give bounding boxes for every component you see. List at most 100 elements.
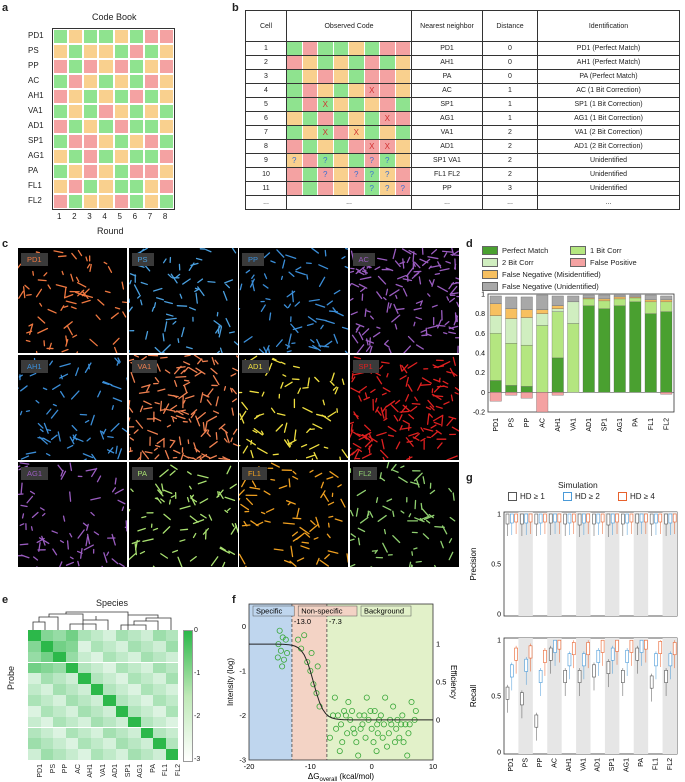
box <box>586 513 590 523</box>
heatmap-cell <box>103 749 116 760</box>
cell-mark <box>390 314 400 323</box>
cell-mark <box>394 260 401 268</box>
legend-item: 1 Bit Corr <box>570 246 622 255</box>
cell-mark <box>142 400 152 406</box>
codebook-cell <box>83 29 99 44</box>
box <box>534 714 539 728</box>
heatmap-cell <box>53 738 66 750</box>
cell-mark <box>275 423 284 432</box>
cell-mark <box>195 257 202 261</box>
heatmap-cell <box>65 716 78 728</box>
box <box>635 647 640 661</box>
heatmap-cell <box>40 684 53 695</box>
cell-dist: 2 <box>482 153 538 168</box>
round-label: 2 <box>72 212 77 221</box>
panel-label-b: b <box>232 2 239 14</box>
cell-mark <box>364 440 372 448</box>
cell-mark <box>328 515 334 518</box>
cell-mark <box>83 458 87 460</box>
cell-mark <box>448 285 457 296</box>
cell-mark <box>438 361 450 368</box>
heatmap-cell <box>153 727 166 739</box>
cell-mark <box>453 392 459 395</box>
cell-id: Unidentified <box>537 153 680 168</box>
cell-mark <box>293 365 300 369</box>
heatmap-cell <box>165 705 178 717</box>
codebook-cell <box>143 134 159 149</box>
cell-mark <box>43 272 48 277</box>
cell-mark <box>282 374 287 377</box>
cell-mark <box>415 479 420 488</box>
heatmap-cell <box>65 705 78 717</box>
cell-mark <box>379 449 388 459</box>
cell-mark <box>156 489 164 497</box>
cell-mark <box>192 442 197 453</box>
cell-mark <box>349 509 354 517</box>
codebook-cell <box>53 134 69 149</box>
cell-mark <box>215 396 219 407</box>
cell-mark <box>440 415 443 427</box>
code-bit <box>287 112 303 125</box>
cell-mark <box>59 540 65 544</box>
cell-mark <box>81 299 91 304</box>
codebook-cell <box>128 74 144 89</box>
cell-mark <box>218 423 225 430</box>
heatmap-cell <box>115 684 128 695</box>
cell-mark <box>250 449 254 459</box>
cell-mark <box>159 356 168 359</box>
heatmap-cell <box>140 695 153 706</box>
bar-segment <box>582 298 595 306</box>
cell-nn: AD1 <box>411 139 483 154</box>
codebook-row-label: VA1 <box>28 106 43 115</box>
cell-mark <box>306 323 314 327</box>
scatter-point <box>276 627 283 634</box>
cell-mark <box>190 411 195 419</box>
box <box>621 513 625 525</box>
cell-mark <box>35 251 41 254</box>
cell-mark <box>313 537 319 540</box>
panel-label-d: d <box>466 238 473 250</box>
box <box>543 513 547 523</box>
cell-mark <box>454 277 459 280</box>
cell-mark <box>139 405 143 413</box>
cell-mark <box>71 424 78 432</box>
box <box>621 670 625 683</box>
cell-mark <box>75 276 80 283</box>
bar-segment <box>660 295 673 301</box>
codebook-cell <box>128 29 144 44</box>
cell-mark <box>448 297 455 303</box>
cell-mark <box>318 276 326 287</box>
codebook-cell <box>53 119 69 134</box>
cell-mark <box>356 489 366 497</box>
codebook-cell <box>113 194 129 209</box>
table-row: 1 PD1 0 PD1 (Perfect Match) <box>245 41 680 56</box>
box <box>567 653 572 667</box>
cell-id: AD1 (2 Bit Correction) <box>537 139 680 154</box>
cell-dist: 2 <box>482 139 538 154</box>
cell-mark <box>322 399 326 406</box>
cell-mark <box>251 274 255 280</box>
cell-mark <box>323 340 333 348</box>
cell-mark <box>367 444 372 450</box>
g-xtick-label: PS <box>523 758 530 768</box>
cell-mark <box>283 304 289 309</box>
codebook-cell <box>113 149 129 164</box>
cell-mark <box>183 366 189 373</box>
colorbar <box>183 630 193 762</box>
cell-mark <box>407 249 417 255</box>
cell-mark <box>453 263 456 270</box>
tile-label: PD1 <box>21 253 48 266</box>
cell-mark <box>295 270 306 276</box>
heatmap-cell <box>40 705 53 717</box>
codebook-cell <box>53 44 69 59</box>
code-bit: X <box>318 98 334 111</box>
cell-mark <box>288 271 295 277</box>
box <box>548 513 553 524</box>
cell-mark <box>310 339 315 344</box>
cell-mark <box>353 449 360 460</box>
cell-mark <box>230 388 237 395</box>
observed-code <box>286 69 412 84</box>
cell-mark <box>206 280 216 283</box>
